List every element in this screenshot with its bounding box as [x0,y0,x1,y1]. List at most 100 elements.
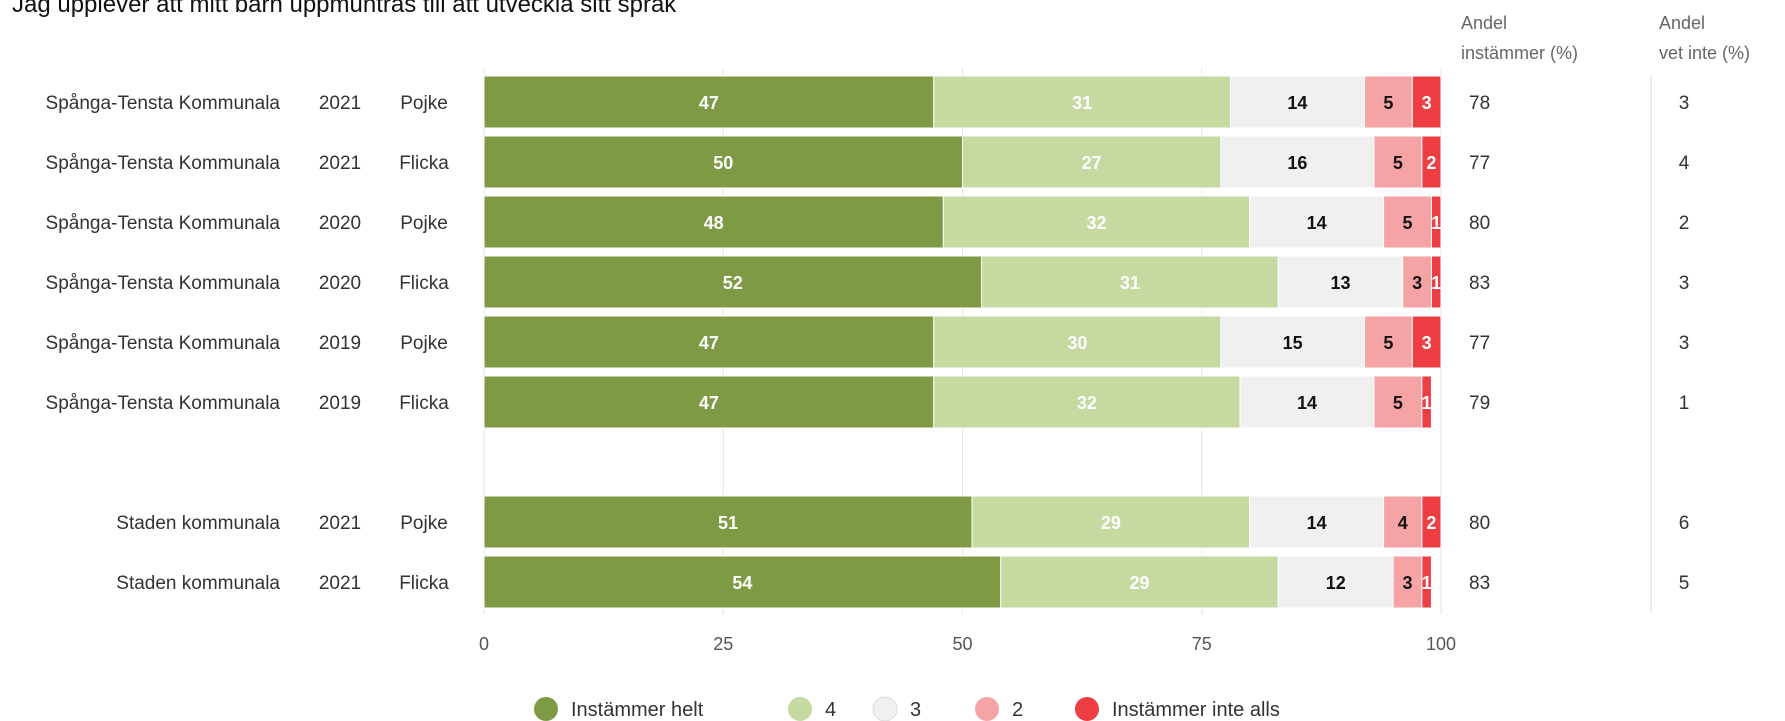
bar-value-label: 27 [1082,153,1102,173]
header-share-dont-know-line1: Andel [1659,13,1705,33]
bar-segment [483,255,983,309]
legend-swatch [534,697,558,721]
bar-segment [933,315,1222,369]
share-agree-value: 80 [1469,213,1490,234]
share-dont-know-value: 5 [1679,573,1690,594]
row-year-label: 2021 [319,573,361,594]
row-labels: Spånga-Tensta Kommunala 2021 Pojke 78 3 Spång… [46,93,1690,594]
bar-segment [1249,495,1385,549]
bar-value-label: 50 [713,153,733,173]
legend-item-label[interactable]: 4 [825,699,836,721]
bar-value-label: 14 [1297,393,1317,413]
bar-segment [962,135,1222,189]
bar-value-label: 15 [1283,333,1303,353]
bar-segment [1220,135,1375,189]
bar-segment [1392,555,1423,609]
bar-segment [483,315,935,369]
row-year-label: 2020 [319,273,361,294]
x-tick-label: 75 [1192,634,1212,654]
row-year-label: 2020 [319,213,361,234]
bar-segment [1421,375,1432,429]
legend[interactable]: Instämmer helt 4 3 2 Instämmer inte alls [534,696,1280,721]
bar-segment [483,75,935,129]
bar-value-label: 2 [1426,153,1436,173]
bars: 47 31 14 5 350 27 16 5 248 32 14 5 152 31 13 3 147 30 15 5 3… [483,75,1442,609]
bar-segment [1411,75,1442,129]
bar-segment [1277,255,1404,309]
x-tick-label: 50 [952,634,972,654]
bar-value-label: 5 [1402,213,1412,233]
bar-value-label: 5 [1383,333,1393,353]
bar-segment [1373,375,1423,429]
bar-value-label: 14 [1307,513,1327,533]
share-agree-value: 77 [1469,333,1490,354]
legend-item-label[interactable]: Instämmer helt [571,699,704,721]
bar-value-label: 4 [1398,513,1408,533]
share-agree-value: 83 [1469,273,1490,294]
bar-value-label: 54 [732,573,752,593]
bar-value-label: 13 [1330,273,1350,293]
column-headers: Andel instämmer (%) Andel vet inte (%) [1461,13,1750,612]
share-dont-know-value: 3 [1679,93,1690,114]
row-gender-label: Flicka [399,153,449,174]
bar-value-label: 16 [1287,153,1307,173]
bar-value-label: 31 [1072,93,1092,113]
bar-segment [1220,315,1365,369]
bar-segment [1430,195,1442,249]
x-tick-label: 100 [1426,634,1456,654]
x-axis: 0 25 50 75 100 [479,634,1456,654]
legend-swatch [1075,697,1099,721]
bar-segment [971,495,1251,549]
bar-value-label: 1 [1431,213,1441,233]
bar-value-label: 3 [1422,333,1432,353]
share-dont-know-value: 3 [1679,273,1690,294]
bar-value-label: 5 [1393,153,1403,173]
bar-value-label: 47 [699,93,719,113]
row-unit-label: Spånga-Tensta Kommunala [46,153,281,174]
share-agree-value: 78 [1469,93,1490,114]
legend-item-label[interactable]: 2 [1012,699,1023,721]
bar-value-label: 14 [1307,213,1327,233]
legend-swatch [872,696,898,721]
bar-value-label: 14 [1287,93,1307,113]
row-year-label: 2021 [319,513,361,534]
share-dont-know-value: 3 [1679,333,1690,354]
bar-segment [1363,75,1413,129]
bar-segment [1239,375,1375,429]
row-year-label: 2019 [319,393,361,414]
bar-value-label: 47 [699,393,719,413]
row-gender-label: Pojke [400,213,448,234]
bar-value-label: 29 [1101,513,1121,533]
row-unit-label: Spånga-Tensta Kommunala [46,93,281,114]
bar-value-label: 30 [1067,333,1087,353]
bar-value-label: 3 [1412,273,1422,293]
bar-value-label: 5 [1383,93,1393,113]
bar-value-label: 1 [1422,573,1432,593]
bar-segment [483,195,944,249]
legend-swatch [788,697,812,721]
legend-item-label[interactable]: Instämmer inte alls [1112,699,1280,721]
bar-segment [1000,555,1279,609]
share-agree-value: 77 [1469,153,1490,174]
bar-value-label: 5 [1393,393,1403,413]
bar-segment [1277,555,1394,609]
bar-segment [483,135,963,189]
share-agree-value: 83 [1469,573,1490,594]
row-unit-label: Spånga-Tensta Kommunala [46,273,281,294]
row-unit-label: Spånga-Tensta Kommunala [46,213,281,234]
x-tick-label: 25 [713,634,733,654]
legend-swatch [975,697,999,721]
bar-value-label: 3 [1422,93,1432,113]
bar-segment [1383,495,1423,549]
bar-value-label: 1 [1431,273,1441,293]
bar-value-label: 48 [704,213,724,233]
row-gender-label: Flicka [399,573,449,594]
bar-value-label: 47 [699,333,719,353]
legend-item-label[interactable]: 3 [910,699,921,721]
row-gender-label: Flicka [399,273,449,294]
row-unit-label: Spånga-Tensta Kommunala [46,333,281,354]
row-unit-label: Staden kommunala [116,573,280,594]
row-gender-label: Pojke [400,93,448,114]
row-year-label: 2021 [319,93,361,114]
share-dont-know-value: 1 [1679,393,1690,414]
